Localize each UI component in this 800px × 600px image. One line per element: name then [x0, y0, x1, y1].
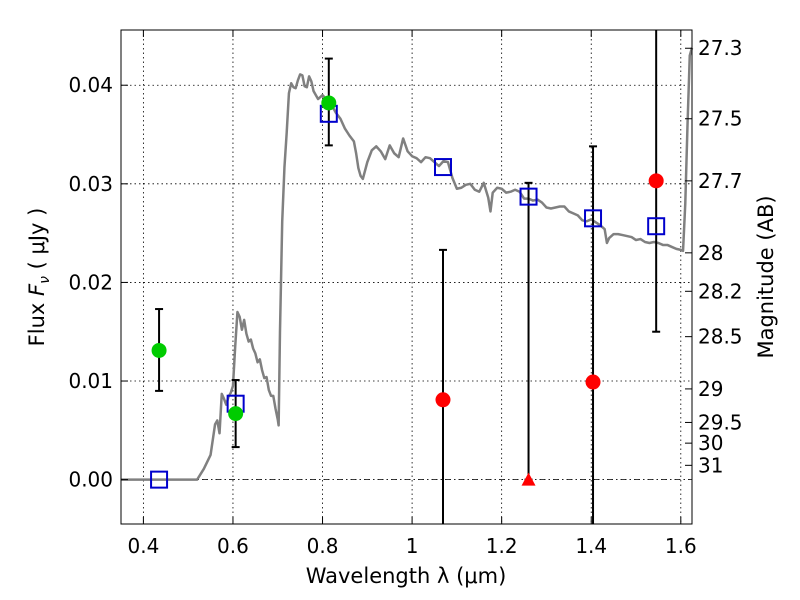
detection-circle — [151, 342, 167, 358]
photometry-markers — [150, 95, 666, 489]
y2-tick-label: 28.2 — [698, 279, 743, 303]
y-tick-label: 0.01 — [68, 369, 113, 393]
x-tick-label: 1 — [406, 534, 419, 558]
y-axis-title-subscript: ν — [37, 276, 53, 284]
error-bars — [155, 30, 661, 524]
y2-tick-label: 29 — [698, 377, 723, 401]
red-flux-circle — [648, 173, 664, 189]
y-tick-label: 0.02 — [68, 270, 113, 294]
y2-tick-label: 31 — [698, 453, 723, 477]
detection-circle — [321, 95, 337, 111]
model-photometry-square — [519, 187, 538, 206]
sed-model-line — [121, 47, 694, 481]
x-tick-label: 1.4 — [575, 534, 607, 558]
y-axis-title-prefix: Flux — [25, 296, 49, 346]
red-flux-circle — [435, 392, 451, 408]
x-tick-label: 1.6 — [665, 534, 697, 558]
y-tick-label: 0.03 — [68, 172, 113, 196]
y-tick-label: 0.00 — [68, 468, 113, 492]
y-axis-title-suffix: ( μJy ) — [25, 208, 49, 276]
non-detection-triangle — [521, 472, 536, 486]
y-axis-title-symbol: F — [25, 283, 49, 296]
tick-labels: 0.4 0.6 0.8 1 1.2 1.4 1.6 0.00 0.01 0.02 0.03 0.04 2… — [68, 36, 742, 558]
y2-tick-label: 29.5 — [698, 410, 743, 434]
x-tick-label: 1.2 — [486, 534, 518, 558]
y-tick-label: 0.04 — [68, 73, 113, 97]
y2-tick-label: 27.5 — [698, 107, 743, 131]
y2-tick-label: 28 — [698, 241, 723, 265]
axis-ticks — [121, 30, 692, 524]
y2-axis-title: Magnitude (AB) — [754, 195, 778, 358]
y2-tick-label: 27.7 — [698, 169, 743, 193]
y2-tick-label: 28.5 — [698, 325, 743, 349]
y2-tick-label: 30 — [698, 431, 723, 455]
plot-frame — [120, 29, 693, 525]
y2-tick-label: 27.3 — [698, 36, 743, 60]
grid-lines — [121, 30, 692, 524]
model-photometry-square — [150, 470, 169, 489]
y-axis-title: Flux Fν ( μJy ) — [25, 208, 53, 347]
x-tick-label: 0.6 — [217, 534, 249, 558]
x-tick-label: 0.8 — [307, 534, 339, 558]
model-photometry-square — [433, 158, 452, 177]
model-photometry-square — [647, 217, 666, 236]
detection-circle — [228, 406, 244, 422]
sed-model-series — [121, 47, 694, 481]
model-photometry-square — [584, 209, 603, 228]
x-tick-label: 0.4 — [127, 534, 159, 558]
red-flux-circle — [585, 374, 601, 390]
x-axis-title: Wavelength λ (μm) — [306, 564, 507, 588]
